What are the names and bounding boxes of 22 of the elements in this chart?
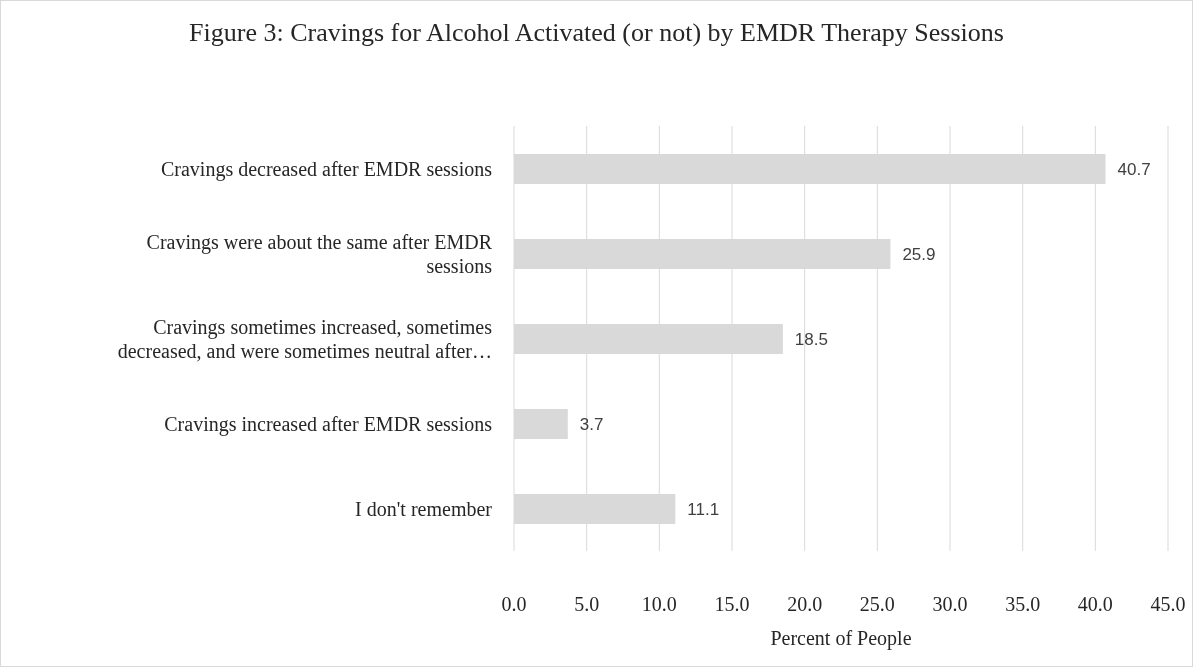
x-tick-label: 20.0	[787, 593, 823, 616]
x-tick-label: 45.0	[1150, 593, 1186, 616]
data-label: 25.9	[902, 245, 936, 265]
y-tick-label: I don't remember	[355, 497, 493, 520]
data-label: 11.1	[687, 500, 720, 520]
x-tick-label: 35.0	[1005, 593, 1041, 616]
y-tick-label: Cravings were about the same after EMDR sessions	[146, 230, 493, 277]
x-axis-title: Percent of People	[769, 627, 913, 650]
data-label: 18.5	[794, 330, 828, 350]
x-tick-label: 40.0	[1077, 593, 1113, 616]
y-tick-label: Cravings sometimes increased, sometimes decreased, and were sometimes neutral after…	[117, 315, 493, 362]
y-tick-label: Cravings decreased after EMDR sessions	[160, 157, 493, 181]
x-tick-label: 15.0	[714, 593, 750, 616]
x-tick-label: 5.0	[574, 593, 600, 616]
x-tick-label: 25.0	[859, 593, 895, 616]
y-tick-label: Cravings increased after EMDR sessions	[164, 412, 493, 436]
data-label: 40.7	[1117, 160, 1151, 180]
x-tick-label: 0.0	[501, 593, 527, 616]
chart-title: Figure 3: Cravings for Alcohol Activated (or not) by EMDR Therapy Sessions	[188, 17, 1005, 49]
data-label: 3.7	[579, 415, 604, 435]
x-tick-label: 30.0	[932, 593, 968, 616]
x-tick-label: 10.0	[641, 593, 677, 616]
